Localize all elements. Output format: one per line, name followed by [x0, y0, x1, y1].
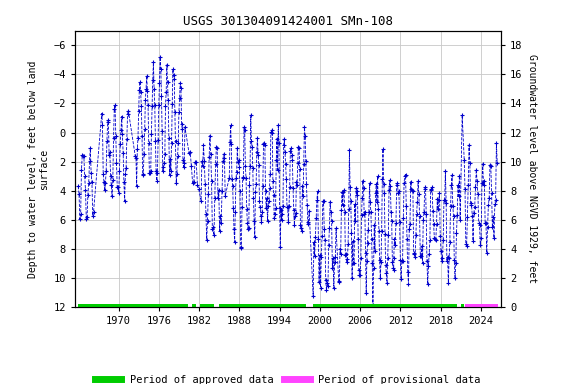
Legend: Period of approved data, Period of provisional data: Period of approved data, Period of provi…: [95, 375, 481, 384]
Y-axis label: Groundwater level above NGVD 1929, feet: Groundwater level above NGVD 1929, feet: [526, 55, 536, 283]
Y-axis label: Depth to water level, feet below land
surface: Depth to water level, feet below land su…: [28, 60, 49, 278]
Title: USGS 301304091424001 SMn-108: USGS 301304091424001 SMn-108: [183, 15, 393, 28]
